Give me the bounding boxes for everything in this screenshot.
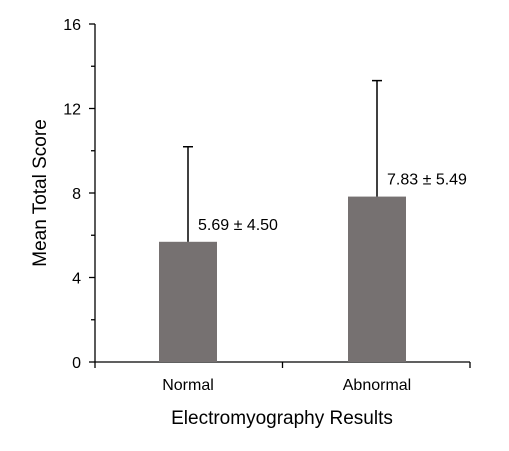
x-category-label: Normal [162, 377, 214, 394]
y-tick-label: 12 [63, 102, 81, 119]
bar-normal [159, 241, 217, 362]
y-tick-label: 0 [72, 355, 81, 372]
x-category-label: Abnormal [343, 377, 411, 394]
plot-area: 0 4 8 12 16 5.69 ± 4.50 Normal 7.83 ± 5.49 Abnor… [63, 17, 471, 394]
bar-abnormal [348, 196, 406, 362]
y-axis-title: Mean Total Score [30, 119, 51, 267]
data-label: 5.69 ± 4.50 [198, 217, 278, 234]
x-axis-title: Electromyography Results [171, 408, 393, 429]
y-tick-label: 8 [72, 186, 81, 203]
y-tick-label: 16 [63, 17, 81, 34]
data-label: 7.83 ± 5.49 [387, 172, 467, 189]
y-tick-label: 4 [72, 271, 81, 288]
